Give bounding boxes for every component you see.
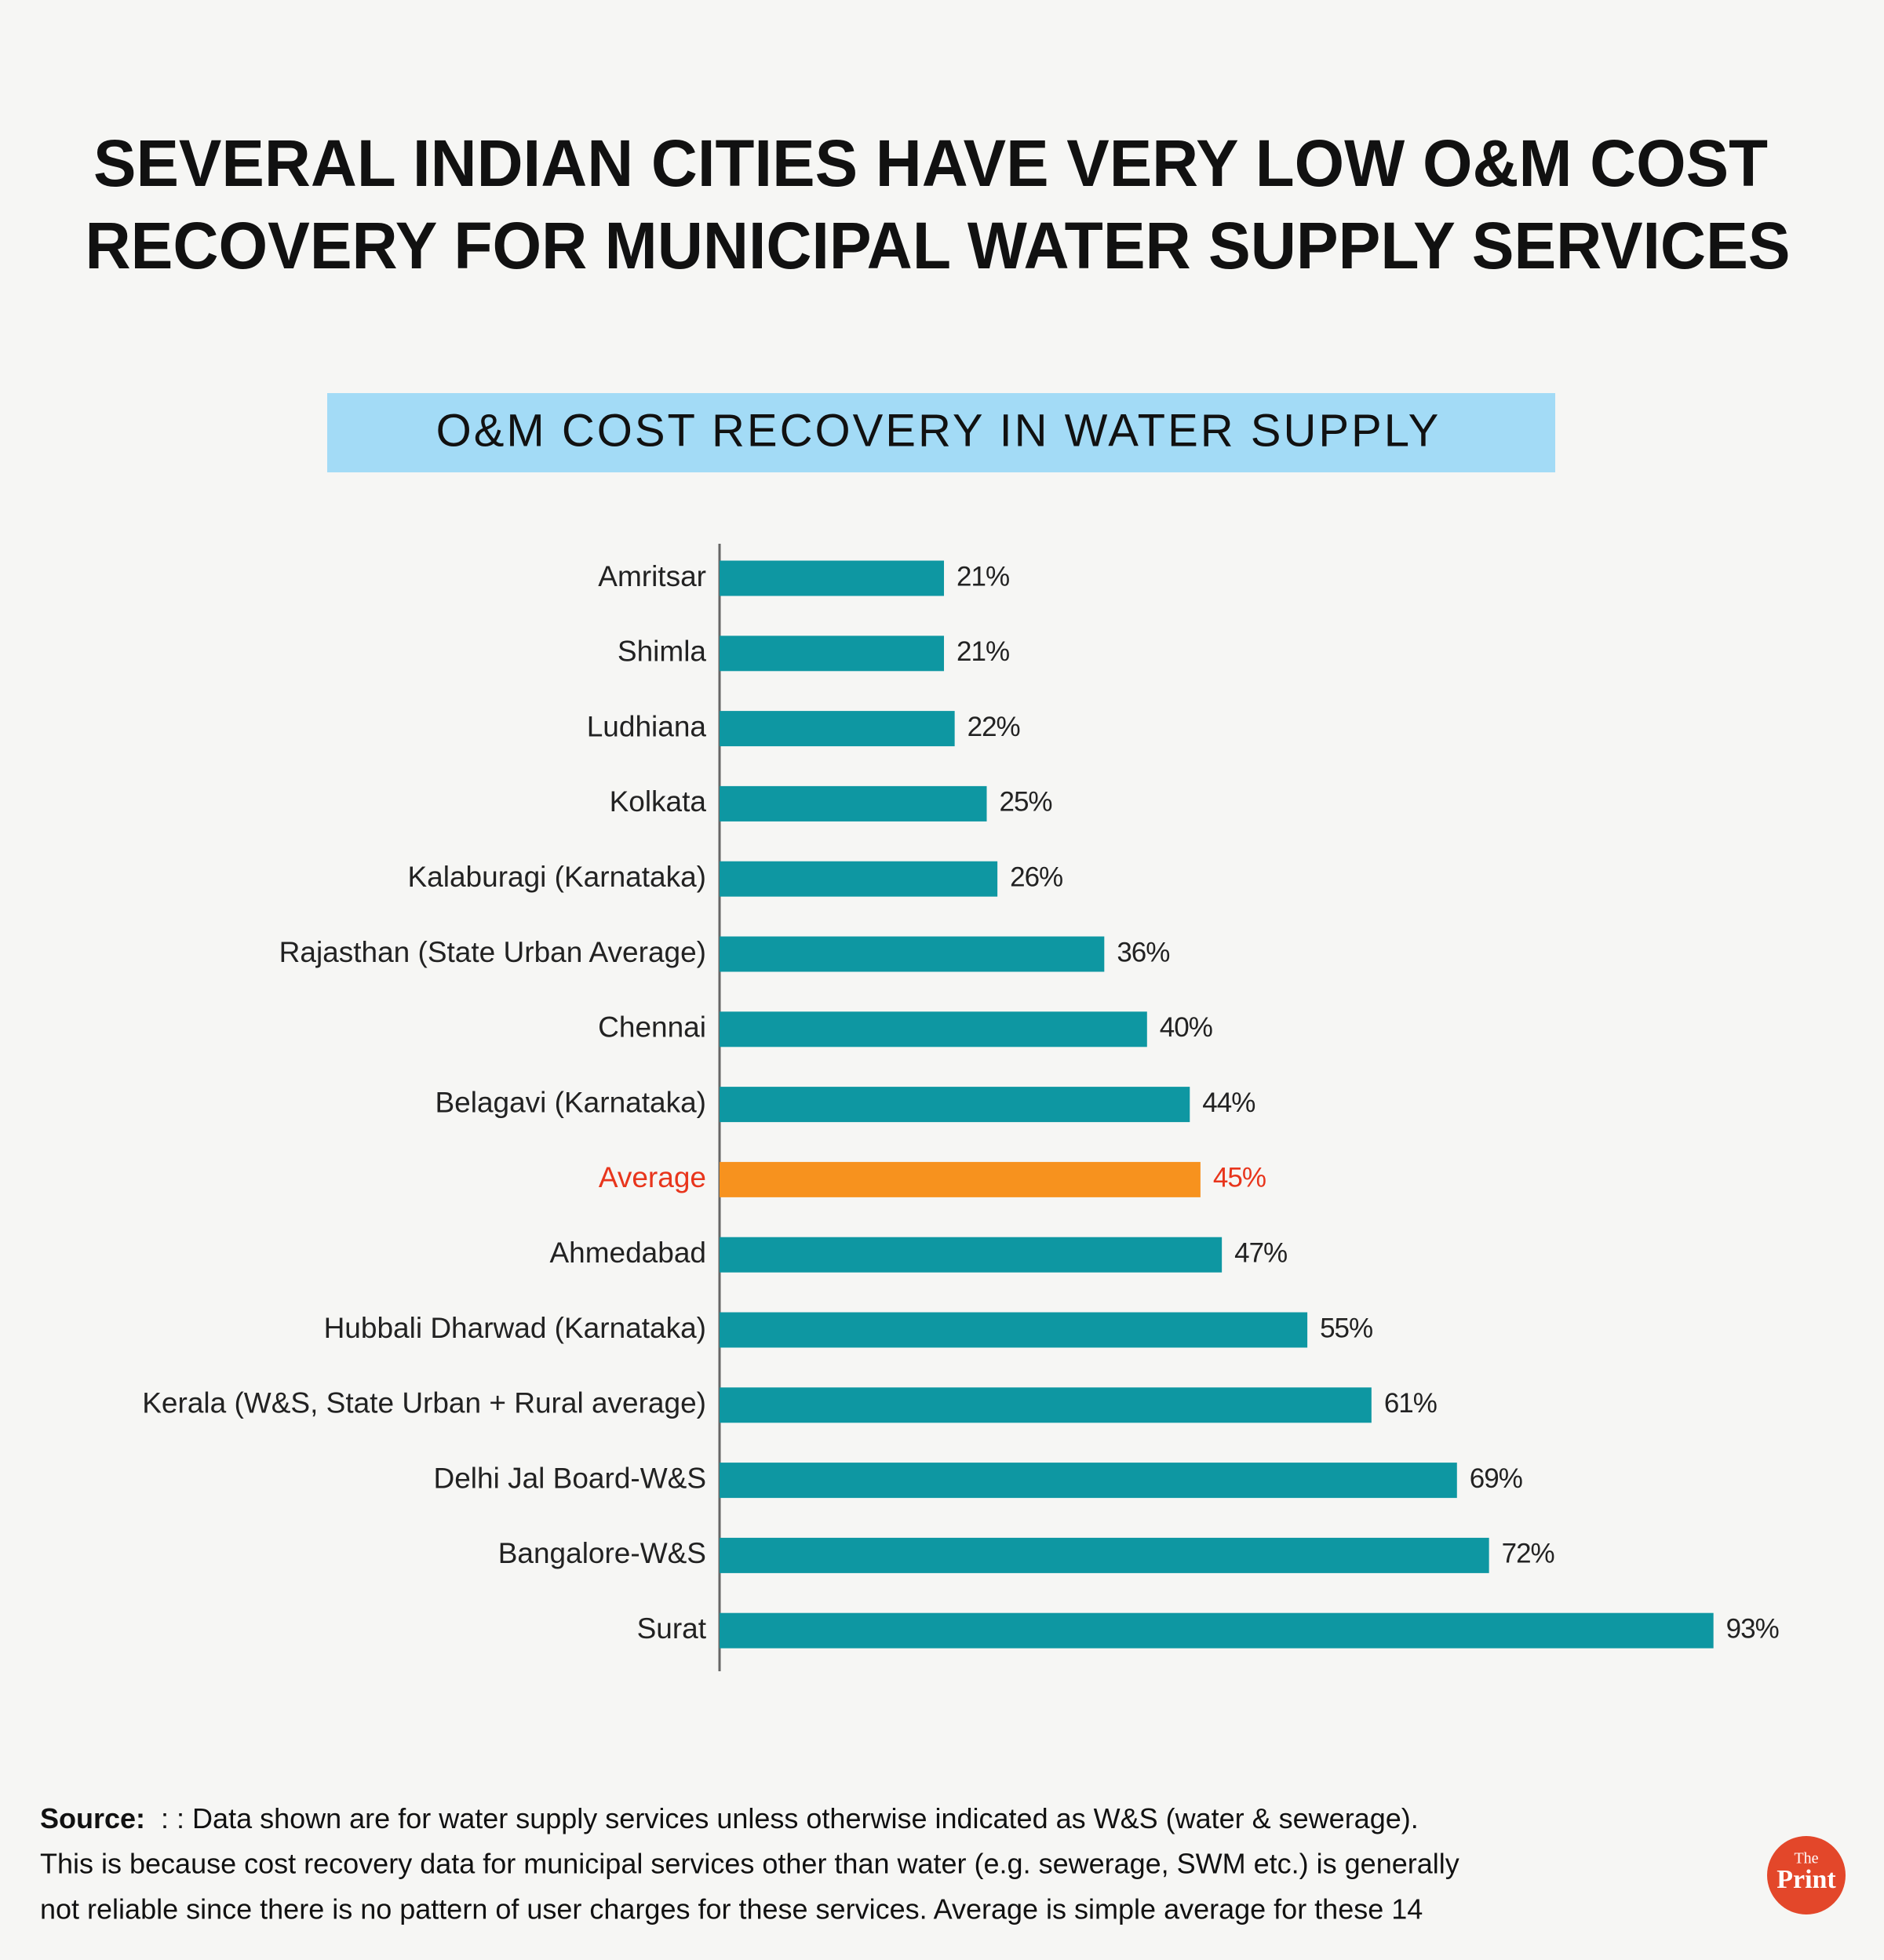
bar — [720, 1612, 1714, 1649]
value-label: 25% — [1000, 787, 1052, 818]
value-label: 36% — [1117, 937, 1169, 967]
category-label: Surat — [637, 1612, 707, 1645]
category-label: Ludhiana — [587, 710, 707, 742]
bar — [720, 936, 1105, 972]
source-line: : : Data shown are for water supply serv… — [161, 1802, 1419, 1834]
source-line: This is because cost recovery data for m… — [40, 1848, 1459, 1880]
value-label: 40% — [1160, 1012, 1212, 1043]
value-label: 21% — [957, 561, 1009, 592]
category-label: Shimla — [618, 636, 707, 668]
bar — [720, 1463, 1457, 1499]
bar — [720, 711, 955, 747]
logo-text: Print — [1776, 1865, 1836, 1894]
bar — [720, 1387, 1372, 1423]
value-label: 47% — [1234, 1237, 1287, 1268]
chart-subtitle: O&M COST RECOVERY IN WATER SUPPLY — [436, 405, 1441, 456]
category-label: Amritsar — [598, 560, 706, 592]
bar — [720, 636, 945, 672]
value-label: 93% — [1726, 1613, 1779, 1644]
category-label: Hubbali Dharwad (Karnataka) — [324, 1312, 706, 1344]
category-label: Bangalore-W&S — [498, 1537, 706, 1569]
category-label: Kolkata — [610, 785, 707, 818]
chart-title: SEVERAL INDIAN CITIES HAVE VERY LOW O&M … — [93, 126, 1768, 200]
source-line: not reliable since there is no pattern o… — [40, 1893, 1423, 1925]
bar — [720, 1087, 1190, 1123]
value-label: 44% — [1202, 1087, 1255, 1118]
category-label: Belagavi (Karnataka) — [435, 1086, 706, 1118]
category-label: Chennai — [598, 1011, 706, 1044]
bar — [720, 1011, 1147, 1047]
source-text: Source: : : Data shown are for water supp… — [40, 1802, 1419, 1834]
bar — [720, 1312, 1308, 1348]
source-label: Source: — [40, 1802, 145, 1834]
category-label: Kerala (W&S, State Urban + Rural average… — [142, 1387, 706, 1419]
logo — [1767, 1836, 1846, 1914]
category-label: Delhi Jal Board-W&S — [433, 1462, 706, 1494]
bar — [720, 560, 945, 596]
value-label: 72% — [1502, 1539, 1554, 1569]
value-label: 45% — [1213, 1163, 1266, 1193]
value-label: 61% — [1384, 1388, 1437, 1419]
bar — [720, 861, 998, 897]
category-label: Rajasthan (State Urban Average) — [279, 936, 706, 968]
value-label: 21% — [957, 636, 1009, 667]
value-label: 26% — [1010, 862, 1062, 892]
category-label: Ahmedabad — [549, 1237, 706, 1269]
bar — [720, 785, 987, 822]
logo-text: The — [1794, 1850, 1818, 1867]
value-label: 22% — [968, 712, 1020, 742]
category-label: Average — [599, 1161, 706, 1193]
bar — [720, 1237, 1223, 1273]
chart-title: RECOVERY FOR MUNICIPAL WATER SUPPLY SERV… — [86, 209, 1791, 282]
subtitle-box — [327, 393, 1555, 472]
bar — [720, 1537, 1489, 1573]
value-label: 69% — [1470, 1463, 1522, 1494]
value-label: 55% — [1320, 1313, 1372, 1343]
bar — [720, 1161, 1201, 1197]
category-label: Kalaburagi (Karnataka) — [408, 861, 707, 893]
